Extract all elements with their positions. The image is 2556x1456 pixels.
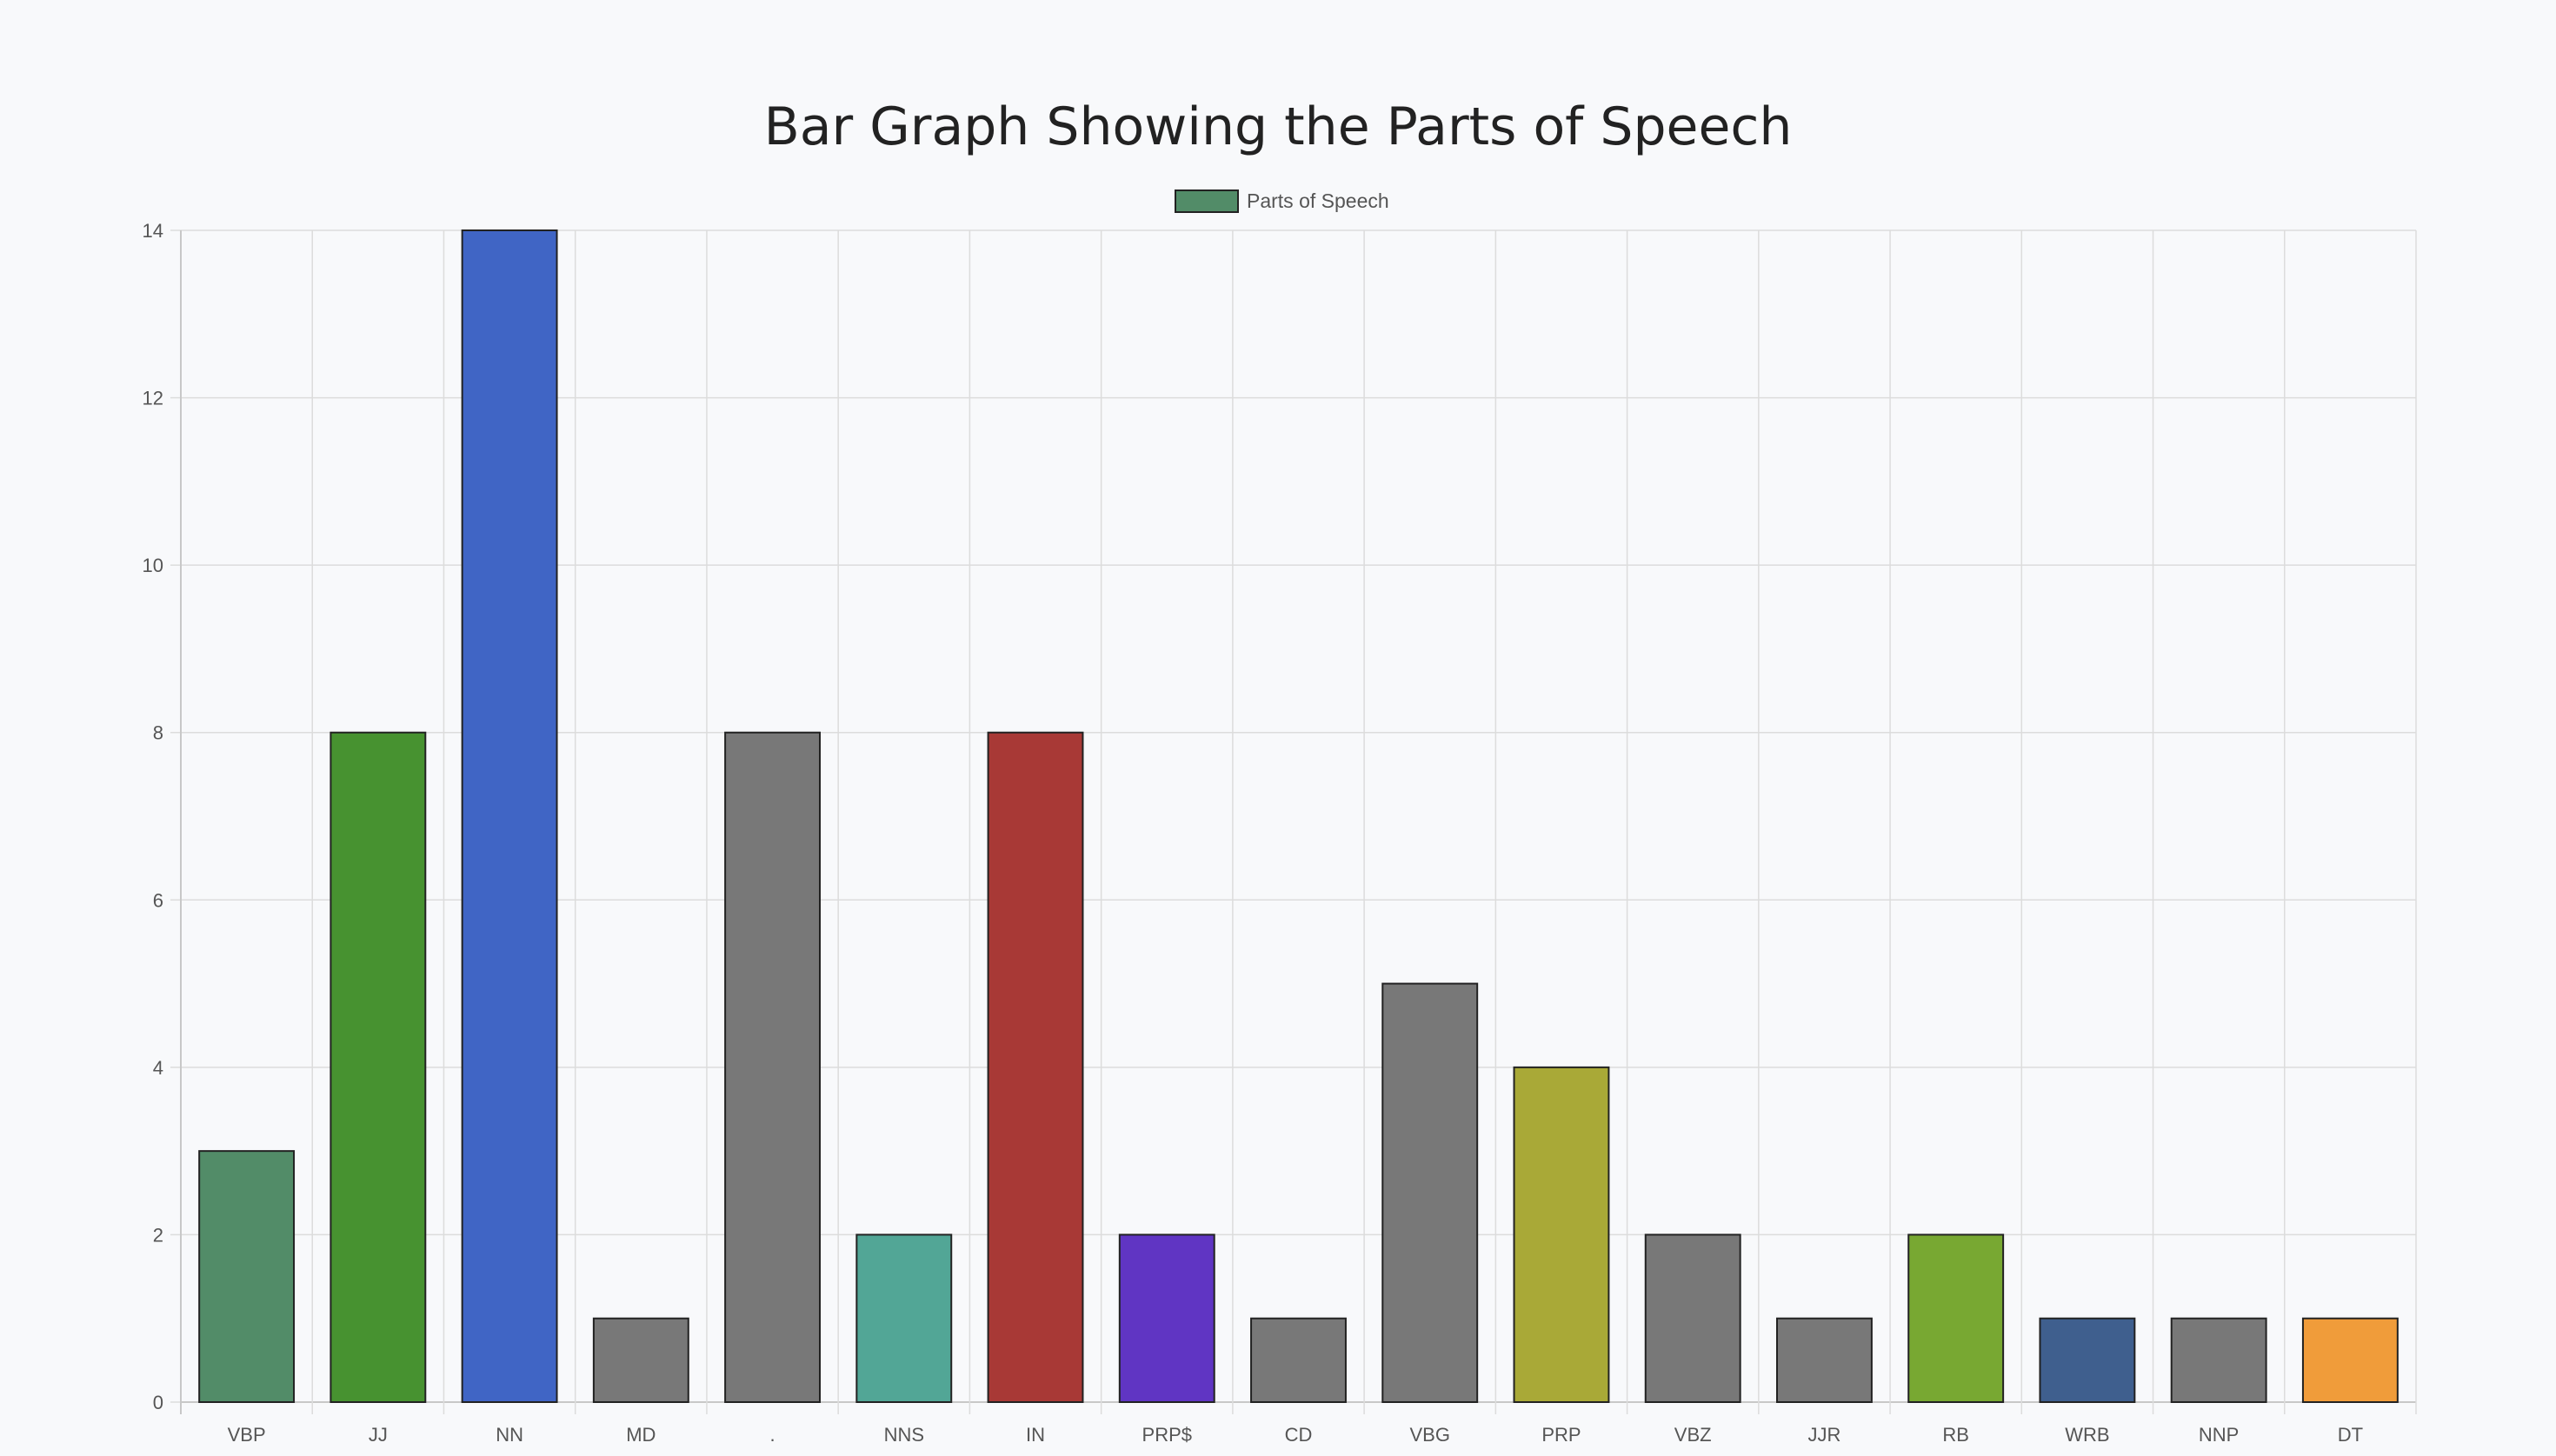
x-tick-label: VBG xyxy=(1410,1424,1450,1446)
bar-nnp[interactable] xyxy=(2170,1317,2267,1403)
y-tick-label: 14 xyxy=(143,220,163,242)
x-tick-label: CD xyxy=(1285,1424,1313,1446)
bar-vbz[interactable] xyxy=(1644,1233,1741,1404)
bar-wrb[interactable] xyxy=(2039,1317,2136,1403)
y-tick-label: 12 xyxy=(143,388,163,409)
x-tick-label: NNP xyxy=(2199,1424,2239,1446)
legend[interactable]: Parts of Speech xyxy=(1175,189,1389,213)
x-tick-label: JJ xyxy=(369,1424,388,1446)
bar-vbp[interactable] xyxy=(198,1150,296,1403)
bar-nn[interactable] xyxy=(461,229,558,1403)
bar-dt[interactable] xyxy=(2301,1317,2399,1403)
bar-prp[interactable] xyxy=(1513,1066,1610,1404)
x-tick-label: NNS xyxy=(884,1424,924,1446)
x-tick-label: NN xyxy=(496,1424,523,1446)
legend-label: Parts of Speech xyxy=(1247,189,1389,212)
chart-title: Bar Graph Showing the Parts of Speech xyxy=(764,96,1793,157)
bar-nns[interactable] xyxy=(855,1233,953,1404)
bar-in[interactable] xyxy=(987,731,1084,1403)
bar-rb[interactable] xyxy=(1907,1233,2005,1404)
x-tick-label: MD xyxy=(626,1424,656,1446)
x-tick-label: DT xyxy=(2338,1424,2363,1446)
x-axis-ticks: VBP JJ NN MD. NNS IN PRP$ CD VBG PRP VBZ JJR RB WRB NN… xyxy=(228,1424,2363,1446)
y-tick-label: 6 xyxy=(153,889,163,911)
bar-cd[interactable] xyxy=(1250,1317,1347,1403)
bar-prp-dollar[interactable] xyxy=(1118,1233,1215,1404)
x-tick-label: JJR xyxy=(1807,1424,1840,1446)
y-tick-label: 8 xyxy=(153,722,163,744)
bar-period[interactable] xyxy=(724,731,822,1403)
bar-md[interactable] xyxy=(592,1317,689,1403)
bar-jj[interactable] xyxy=(329,731,427,1403)
x-tick-label: PRP$ xyxy=(1142,1424,1192,1446)
bar-vbg[interactable] xyxy=(1381,982,1479,1403)
x-tick-label: PRP xyxy=(1541,1424,1581,1446)
y-tick-label: 4 xyxy=(153,1057,163,1079)
y-tick-label: 10 xyxy=(143,555,163,576)
x-tick-label: WRB xyxy=(2065,1424,2109,1446)
x-tick-label: VBP xyxy=(228,1424,266,1446)
bars xyxy=(198,229,2399,1404)
x-tick-label: IN xyxy=(1026,1424,1045,1446)
y-tick-label: 2 xyxy=(153,1224,163,1246)
y-tick-label: 0 xyxy=(153,1392,163,1413)
x-tick-label: VBZ xyxy=(1674,1424,1712,1446)
legend-swatch xyxy=(1175,189,1239,213)
x-tick-label: RB xyxy=(1942,1424,1969,1446)
bar-jjr[interactable] xyxy=(1775,1317,1873,1403)
y-axis-ticks: 0 2 4 6 8 10 12 14 xyxy=(143,220,163,1413)
x-tick-label: . xyxy=(769,1424,775,1446)
